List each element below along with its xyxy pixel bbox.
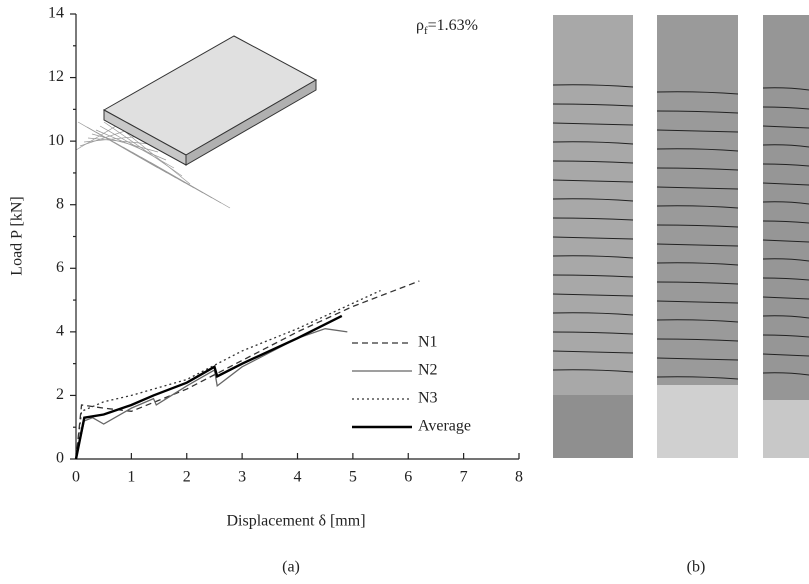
crack <box>552 293 634 297</box>
x-tick-label: 0 <box>72 469 80 486</box>
crack <box>552 160 634 164</box>
crack <box>656 91 739 95</box>
crack <box>552 179 634 183</box>
plate-illustration <box>75 35 318 209</box>
x-axis-label: Displacement δ [mm] <box>226 513 365 530</box>
crack <box>656 319 739 323</box>
crack <box>762 353 809 357</box>
crack <box>762 334 809 338</box>
crack <box>656 110 739 114</box>
annotation-text: =1.63% <box>428 17 478 34</box>
crack <box>656 129 739 133</box>
crack <box>762 277 809 281</box>
specimen-photo <box>552 15 809 458</box>
crack <box>656 300 739 304</box>
crack <box>762 315 809 319</box>
crack <box>552 350 634 354</box>
x-tick-label: 4 <box>294 469 302 486</box>
crack <box>762 125 809 129</box>
y-tick-label: 10 <box>48 132 64 149</box>
crack <box>762 182 809 186</box>
crack <box>762 201 809 205</box>
crack <box>552 312 634 316</box>
annotation-subscript: f <box>424 25 428 37</box>
crack <box>552 331 634 335</box>
y-tick-label: 12 <box>48 68 64 85</box>
crack <box>656 186 739 190</box>
series-line <box>75 280 420 460</box>
crack <box>552 255 634 259</box>
y-tick-label: 4 <box>56 323 64 340</box>
x-tick-label: 6 <box>404 469 412 486</box>
annotation-symbol: ρ <box>416 17 424 34</box>
crack <box>656 148 739 152</box>
crack <box>762 372 809 376</box>
series-line <box>75 289 381 460</box>
crack <box>656 224 739 228</box>
crack <box>656 376 739 380</box>
mesh-line <box>83 135 143 143</box>
crack <box>656 338 739 342</box>
legend-label: N3 <box>418 390 438 407</box>
y-tick-label: 2 <box>56 386 64 403</box>
y-tick-label: 8 <box>56 195 64 212</box>
crack <box>762 144 809 148</box>
crack <box>656 357 739 361</box>
x-tick-label: 3 <box>238 469 246 486</box>
crack <box>762 258 809 262</box>
x-tick-label: 5 <box>349 469 357 486</box>
series-line <box>75 328 348 460</box>
x-tick-label: 7 <box>460 469 468 486</box>
y-tick-label: 0 <box>56 450 64 467</box>
crack <box>656 243 739 247</box>
x-tick-label: 8 <box>515 469 523 486</box>
crack <box>762 87 809 91</box>
crack <box>762 106 809 110</box>
legend-label: N2 <box>418 362 438 379</box>
crack <box>656 205 739 209</box>
crack <box>656 281 739 285</box>
crack <box>762 296 809 300</box>
x-tick-label: 2 <box>183 469 191 486</box>
crack <box>552 236 634 240</box>
crack <box>552 141 634 145</box>
legend-label: N1 <box>418 334 438 351</box>
series-line <box>74 314 343 460</box>
crack <box>552 217 634 221</box>
crack <box>552 198 634 202</box>
y-tick-label: 6 <box>56 259 64 276</box>
crack <box>552 122 634 126</box>
crack <box>552 103 634 107</box>
crack <box>762 220 809 224</box>
crack <box>656 262 739 266</box>
mesh-line <box>149 161 231 209</box>
crack <box>656 167 739 171</box>
caption: (a) <box>282 559 300 576</box>
crack <box>762 239 809 243</box>
y-axis-label: Load P [kN] <box>9 196 26 275</box>
x-tick-label: 1 <box>127 469 135 486</box>
crack <box>552 84 634 88</box>
legend-label: Average <box>418 418 471 435</box>
crack <box>552 369 634 373</box>
mesh-line <box>87 137 151 145</box>
caption: (b) <box>687 559 706 576</box>
crack <box>762 163 809 167</box>
y-tick-label: 14 <box>48 5 64 22</box>
annotation: ρf=1.63% <box>416 17 478 37</box>
crack <box>552 274 634 278</box>
